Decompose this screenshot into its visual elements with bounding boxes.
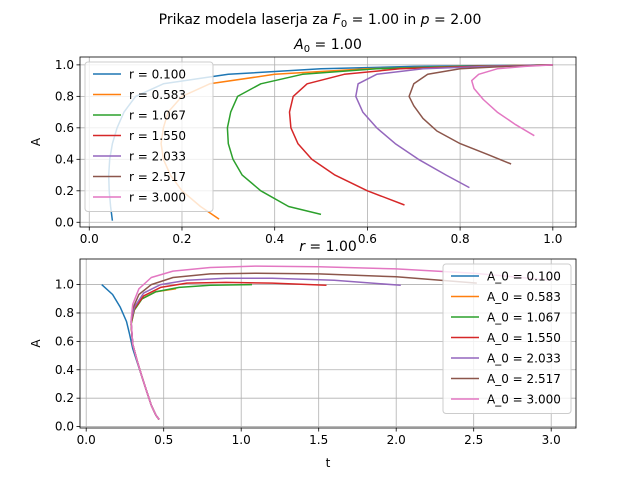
legend-box bbox=[442, 263, 572, 414]
legend-entry: r = 2.033 bbox=[129, 150, 186, 164]
x-tick-label: 0.4 bbox=[265, 232, 284, 246]
x-tick-label: 0.2 bbox=[172, 232, 191, 246]
y-tick-label: 0.4 bbox=[55, 363, 74, 377]
y-tick-label: 1.0 bbox=[55, 278, 74, 292]
legend-entry: A_0 = 2.033 bbox=[487, 352, 561, 366]
legend-entry: r = 2.517 bbox=[129, 170, 186, 184]
legend-box bbox=[84, 61, 214, 212]
legend-entry: r = 0.583 bbox=[129, 88, 186, 102]
y-tick-label: 0.4 bbox=[55, 152, 74, 166]
y-axis-label: A bbox=[29, 339, 43, 348]
figure-suptitle: Prikaz modela laserja za F0 = 1.00 in p … bbox=[159, 12, 482, 30]
x-axis-label: t bbox=[326, 456, 331, 470]
axes-frame bbox=[79, 258, 577, 429]
series-line-6 bbox=[470, 64, 553, 137]
x-tick-label: 1.0 bbox=[543, 232, 562, 246]
x-tick-label: 0.8 bbox=[451, 232, 470, 246]
y-tick-label: 1.0 bbox=[55, 58, 74, 72]
legend-entry: r = 0.100 bbox=[129, 68, 186, 82]
legend-entry: r = 1.067 bbox=[129, 109, 186, 123]
series-line-6 bbox=[130, 265, 552, 420]
x-tick-label: 3.0 bbox=[542, 433, 561, 447]
y-axis-label: A bbox=[29, 137, 43, 146]
x-tick-label: 1.0 bbox=[232, 433, 251, 447]
x-tick-label: 0.5 bbox=[154, 433, 173, 447]
y-tick-label: 0.2 bbox=[55, 391, 74, 405]
y-tick-label: 0.2 bbox=[55, 184, 74, 198]
series-line-2 bbox=[226, 64, 553, 216]
legend-entry: r = 3.000 bbox=[129, 191, 186, 205]
legend-entry: A_0 = 0.100 bbox=[487, 270, 561, 284]
legend-entry: A_0 = 0.583 bbox=[487, 290, 561, 304]
legend-entry: A_0 = 1.550 bbox=[487, 331, 561, 345]
bottom-axes: 0.0 0.5 1.0 1.5 2.0 2.5 3.0 0.0 0.2 0.4 0.6 0.8 1.0 r… bbox=[29, 239, 577, 470]
legend: r = 0.100 r = 0.583 r = 1.067 r = 1.550 r = … bbox=[84, 61, 214, 212]
axes-title: A0 = 1.00 bbox=[293, 37, 362, 55]
x-tick-label: 1.5 bbox=[309, 433, 328, 447]
y-tick-label: 0.6 bbox=[55, 121, 74, 135]
legend-entry: A_0 = 1.067 bbox=[487, 311, 561, 325]
y-tick-label: 0.8 bbox=[55, 89, 74, 103]
series-line-5 bbox=[408, 64, 553, 165]
series-line-3 bbox=[288, 64, 553, 206]
x-tick-label: 2.5 bbox=[464, 433, 483, 447]
x-tick-label: 0.0 bbox=[77, 433, 96, 447]
series-line-4 bbox=[355, 64, 553, 189]
y-tick-label: 0.0 bbox=[55, 420, 74, 434]
axes-title: r = 1.00 bbox=[299, 239, 357, 255]
top-axes: 0.0 0.2 0.4 0.6 0.8 1.0 0.0 0.2 0.4 0.6 0.8 1.0 A0 =… bbox=[29, 37, 577, 246]
y-tick-label: 0.0 bbox=[55, 215, 74, 229]
x-tick-label: 2.0 bbox=[387, 433, 406, 447]
legend-entry: r = 1.550 bbox=[129, 129, 186, 143]
legend: A_0 = 0.100 A_0 = 0.583 A_0 = 1.067 A_0 = 1… bbox=[442, 263, 572, 414]
y-tick-label: 0.6 bbox=[55, 334, 74, 348]
legend-entry: A_0 = 2.517 bbox=[487, 372, 561, 386]
x-tick-label: 0.6 bbox=[358, 232, 377, 246]
axes-frame bbox=[79, 56, 577, 228]
legend-entry: A_0 = 3.000 bbox=[487, 393, 561, 407]
x-tick-label: 0.0 bbox=[80, 232, 99, 246]
y-tick-label: 0.8 bbox=[55, 306, 74, 320]
